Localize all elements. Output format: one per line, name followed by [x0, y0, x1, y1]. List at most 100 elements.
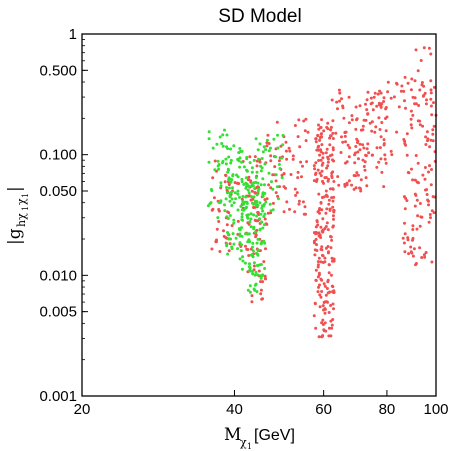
data-point — [348, 146, 352, 150]
data-point — [427, 220, 431, 224]
data-point — [409, 117, 413, 121]
data-point — [366, 112, 370, 116]
data-point — [403, 232, 407, 236]
data-point — [233, 181, 237, 185]
data-point — [362, 146, 366, 150]
data-point — [226, 217, 230, 220]
data-point — [300, 175, 303, 179]
y-tick-label: 0.005 — [39, 304, 77, 321]
data-point — [409, 123, 413, 127]
data-point — [429, 183, 433, 187]
data-point — [321, 254, 325, 258]
data-point — [429, 52, 433, 56]
data-point — [326, 127, 330, 131]
data-point — [418, 88, 422, 92]
data-point — [356, 173, 360, 177]
data-point — [367, 151, 371, 155]
data-point — [320, 290, 324, 293]
data-point — [227, 237, 231, 241]
data-point — [341, 106, 345, 110]
data-point — [256, 148, 260, 152]
data-point — [313, 302, 317, 306]
data-point — [284, 149, 288, 153]
data-point — [366, 142, 370, 146]
data-point — [282, 210, 286, 214]
data-point — [256, 203, 260, 207]
data-point — [431, 128, 435, 132]
data-point — [239, 204, 243, 208]
data-point — [331, 119, 335, 123]
data-point — [413, 192, 417, 196]
data-point — [414, 48, 418, 52]
data-point — [224, 162, 228, 166]
data-point — [418, 123, 422, 127]
data-point — [224, 157, 228, 161]
data-point — [240, 197, 244, 201]
data-point — [250, 182, 254, 186]
data-point — [319, 150, 323, 154]
data-point — [385, 115, 389, 119]
data-point — [261, 209, 265, 213]
data-point — [231, 173, 235, 177]
data-point — [216, 159, 220, 163]
data-point — [403, 250, 407, 254]
data-point — [364, 176, 368, 180]
data-point — [330, 98, 334, 102]
data-point — [331, 259, 334, 263]
data-point — [365, 108, 369, 112]
data-point — [218, 135, 222, 139]
data-point — [240, 243, 243, 247]
data-point — [334, 131, 338, 135]
data-point — [401, 236, 405, 240]
data-point — [228, 191, 232, 195]
data-point — [285, 200, 289, 204]
data-point — [293, 124, 297, 127]
data-point — [258, 227, 262, 231]
data-point — [247, 238, 251, 242]
data-point — [337, 88, 341, 92]
data-point — [329, 319, 333, 323]
data-point — [248, 284, 252, 288]
data-point — [258, 217, 262, 221]
x-tick-label: 60 — [315, 401, 332, 418]
data-point — [207, 137, 211, 141]
data-point — [299, 160, 303, 164]
data-point — [330, 323, 334, 327]
y-tick-label: 0.050 — [39, 183, 77, 200]
data-point — [327, 326, 331, 330]
data-point — [312, 164, 316, 168]
data-point — [324, 176, 328, 179]
data-point — [403, 142, 407, 146]
data-point — [318, 283, 321, 287]
data-point — [320, 245, 324, 249]
data-point — [259, 164, 263, 168]
data-point — [403, 75, 407, 79]
data-point — [326, 179, 330, 183]
data-point — [318, 171, 322, 175]
data-point — [282, 172, 286, 176]
data-point — [230, 204, 234, 207]
data-point — [345, 160, 349, 164]
x-axis-label: M χ 1 [GeV] — [224, 425, 295, 451]
data-point — [229, 147, 232, 151]
data-point — [212, 196, 216, 200]
data-point — [221, 144, 225, 148]
data-point — [432, 124, 436, 128]
data-point — [225, 188, 229, 192]
data-point — [366, 90, 370, 94]
data-point — [232, 144, 236, 148]
svg-text:[GeV]: [GeV] — [254, 427, 295, 444]
data-point — [207, 130, 211, 134]
data-point — [416, 119, 420, 123]
data-point — [316, 265, 320, 269]
data-point — [288, 149, 292, 153]
data-point — [326, 164, 330, 168]
data-point — [325, 166, 329, 170]
data-point — [326, 291, 330, 295]
data-point — [240, 218, 244, 222]
data-point — [319, 126, 323, 129]
data-point — [276, 133, 279, 137]
data-point — [255, 290, 259, 294]
data-point — [316, 148, 320, 152]
data-point — [317, 144, 321, 148]
